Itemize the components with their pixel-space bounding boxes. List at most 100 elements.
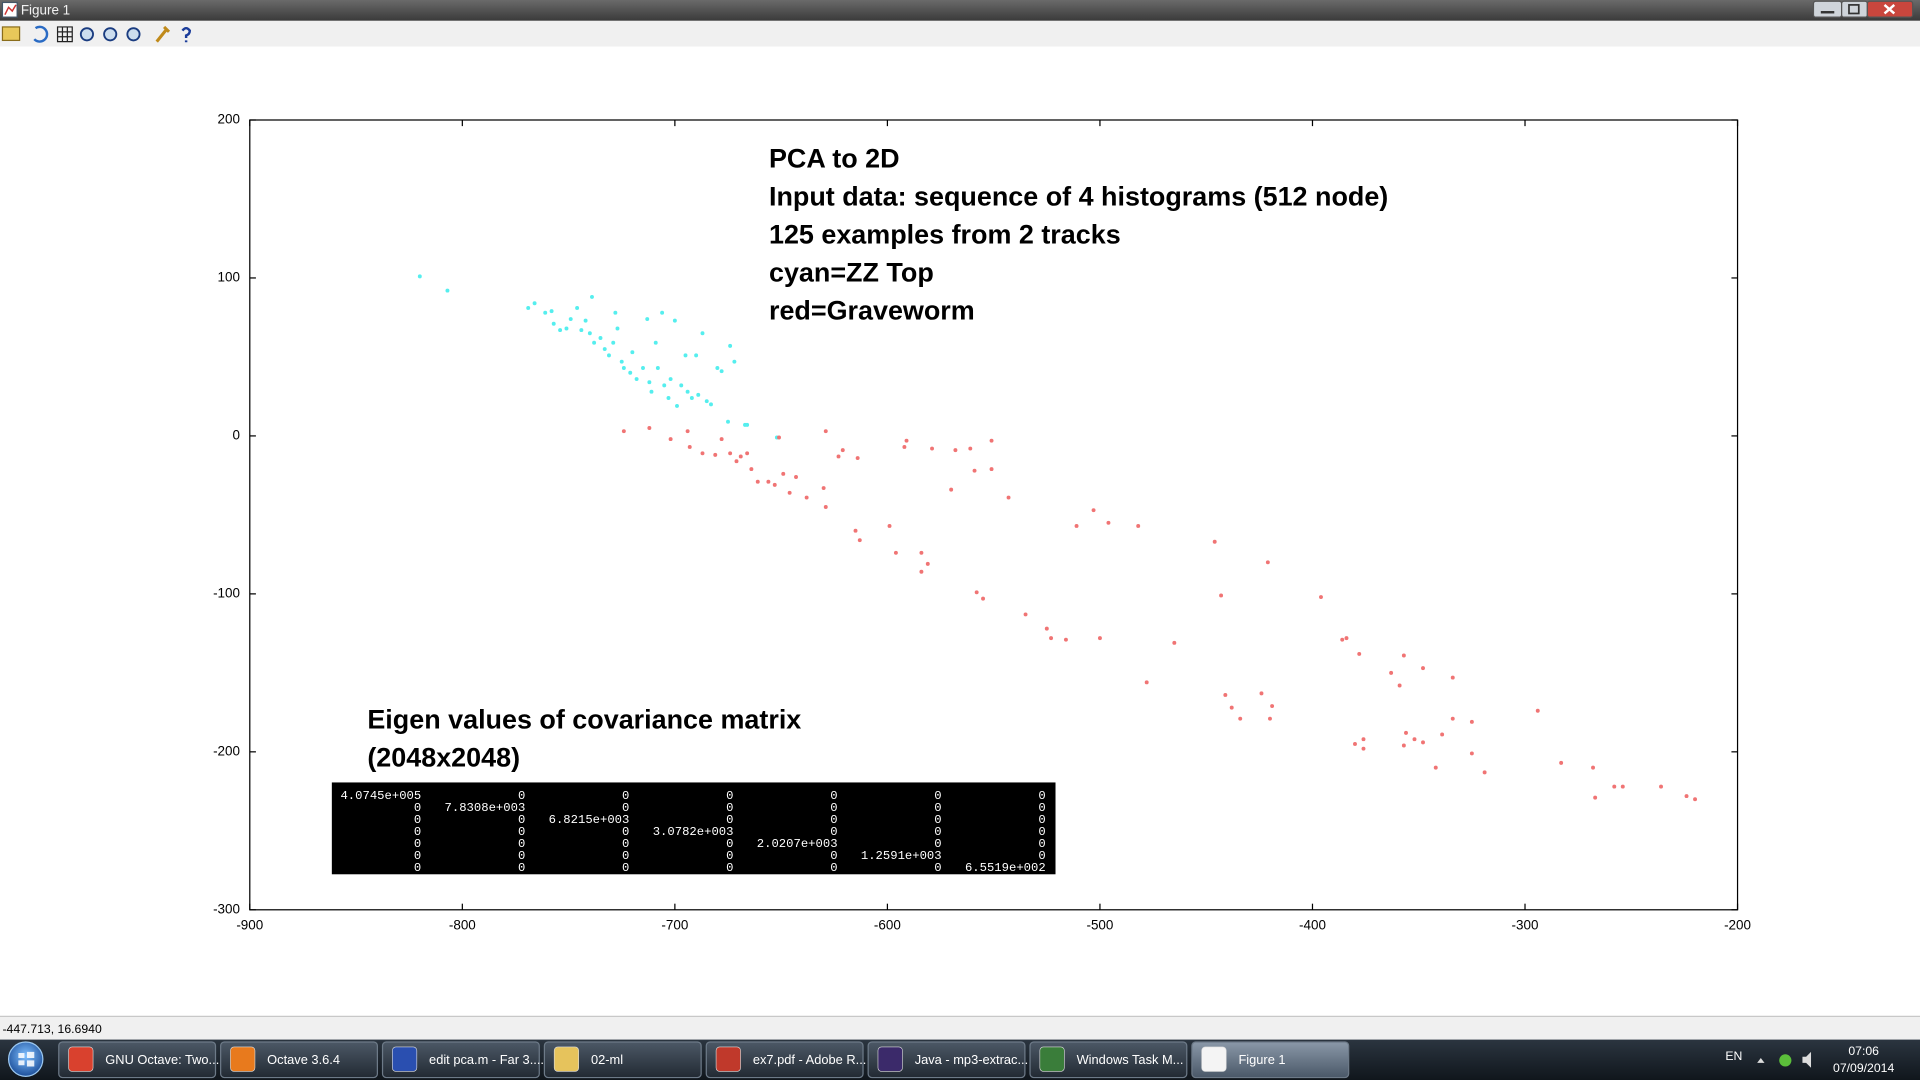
scatter-point: [630, 350, 635, 355]
taskbar-label[interactable]: Windows Task M...: [1077, 1052, 1184, 1067]
tray-volume[interactable]: [1802, 1051, 1812, 1068]
scatter-point: [1074, 523, 1079, 528]
scatter-point: [1212, 539, 1217, 544]
annotation: PCA to 2D Input data: sequence of 4 histo…: [769, 144, 1388, 321]
scatter-point: [1238, 716, 1243, 721]
scatter-point: [766, 479, 771, 484]
taskbar-button[interactable]: [867, 1041, 1026, 1079]
scatter-point: [732, 359, 737, 364]
matrix-cell: 0: [518, 849, 525, 863]
eigen-panel: Eigen values of covariance matrix (2048x2…: [331, 704, 1056, 875]
matrix-cell: 0: [726, 837, 733, 851]
matrix-cell: 0: [414, 849, 421, 863]
scatter-point: [704, 399, 709, 404]
matrix-cell: 0: [934, 801, 941, 815]
scatter-point: [1319, 595, 1323, 599]
tool-zoom-auto[interactable]: [126, 27, 141, 42]
scatter-point: [579, 328, 584, 333]
matrix-cell: 3.0782e+003: [653, 825, 734, 839]
taskbar-button[interactable]: [220, 1041, 378, 1079]
matrix-cell: 0: [934, 825, 941, 839]
tool-grid[interactable]: [56, 26, 73, 43]
scatter-point: [1361, 737, 1366, 742]
scatter-point: [619, 359, 624, 364]
taskbar-button[interactable]: [381, 1041, 540, 1079]
taskbar-button[interactable]: [58, 1041, 217, 1079]
tool-zoom-out[interactable]: [103, 27, 118, 42]
scatter-point: [981, 596, 986, 601]
taskbar-button[interactable]: [705, 1041, 864, 1079]
tool-help[interactable]: [181, 26, 192, 43]
taskbar-label[interactable]: edit pca.m - Far 3....: [429, 1052, 544, 1067]
scatter-point: [719, 369, 724, 374]
scatter-point: [1353, 741, 1357, 746]
tray-language[interactable]: EN: [1725, 1049, 1742, 1063]
matrix-cell: 4.0745e+005: [340, 789, 421, 803]
scatter-point: [902, 445, 907, 449]
scatter-point: [558, 328, 563, 333]
matrix-cell: 6.8215e+003: [549, 813, 630, 827]
scatter-point: [1172, 640, 1177, 645]
tray-arrow[interactable]: [1757, 1057, 1765, 1063]
matrix-cell: 0: [414, 825, 421, 839]
scatter-point: [1389, 670, 1394, 675]
matrix-cell: 0: [830, 825, 837, 839]
taskbar-label[interactable]: Octave 3.6.4: [267, 1052, 340, 1067]
scatter-point: [930, 446, 934, 451]
taskbar-icon: [553, 1046, 580, 1072]
taskbar-label[interactable]: Figure 1: [1238, 1052, 1285, 1067]
scatter-point: [1223, 693, 1228, 697]
scatter-point: [1593, 795, 1598, 800]
tool-zoom-in[interactable]: [79, 27, 94, 42]
y-tick-label: 0: [233, 427, 240, 442]
annotation-line: PCA to 2D: [769, 144, 900, 174]
tool-settings[interactable]: [155, 25, 171, 43]
taskbar-label[interactable]: Java - mp3-extrac...: [915, 1052, 1029, 1067]
taskbar-label[interactable]: ex7.pdf - Adobe R...: [753, 1052, 867, 1067]
matrix-cell: 0: [726, 801, 733, 815]
taskbar-icon: [1039, 1046, 1065, 1072]
scatter-point: [660, 310, 665, 315]
scatter-point: [1450, 675, 1455, 680]
scatter-point: [1559, 760, 1564, 765]
clock-date[interactable]: 07/09/2014: [1833, 1061, 1894, 1075]
x-tick-label: -700: [661, 917, 688, 932]
matrix-cell: 0: [726, 861, 733, 875]
scatter-point: [668, 377, 673, 382]
scatter-point: [649, 389, 654, 394]
scatter-point: [687, 445, 692, 449]
scatter-point: [1044, 626, 1049, 631]
matrix-cell: 0: [1038, 849, 1045, 863]
scatter-point: [726, 419, 730, 424]
scatter-point: [647, 426, 652, 430]
matrix-cell: 0: [934, 813, 941, 827]
scatter-point: [607, 353, 611, 358]
scatter-point: [1097, 636, 1102, 641]
taskbar-button[interactable]: [543, 1041, 702, 1079]
minimize-button[interactable]: [1812, 0, 1843, 18]
scatter-point: [592, 340, 597, 345]
scatter-point: [700, 331, 705, 336]
scatter-point: [647, 380, 652, 385]
scatter-point: [598, 336, 603, 340]
taskbar-label[interactable]: GNU Octave: Two...: [105, 1052, 219, 1067]
scatter-point: [655, 366, 660, 370]
maximize-button[interactable]: [1841, 0, 1868, 18]
scatter-point: [621, 366, 626, 370]
scatter-point: [989, 467, 994, 472]
scatter-point: [974, 590, 979, 595]
start-button[interactable]: [7, 1041, 44, 1077]
taskbar-label[interactable]: 02-ml: [591, 1052, 623, 1067]
tray-icon[interactable]: [1779, 1054, 1792, 1067]
taskbar-button[interactable]: [1029, 1041, 1188, 1079]
toolbar: [0, 20, 1920, 47]
scatter-point: [1229, 705, 1234, 710]
tool-refresh[interactable]: [33, 25, 49, 43]
taskbar-button[interactable]: [1191, 1041, 1350, 1079]
matrix-cell: 2.0207e+003: [757, 837, 838, 851]
tool-axes[interactable]: [1, 26, 21, 42]
clock-time[interactable]: 07:06: [1848, 1044, 1879, 1058]
matrix-cell: 0: [830, 861, 837, 875]
